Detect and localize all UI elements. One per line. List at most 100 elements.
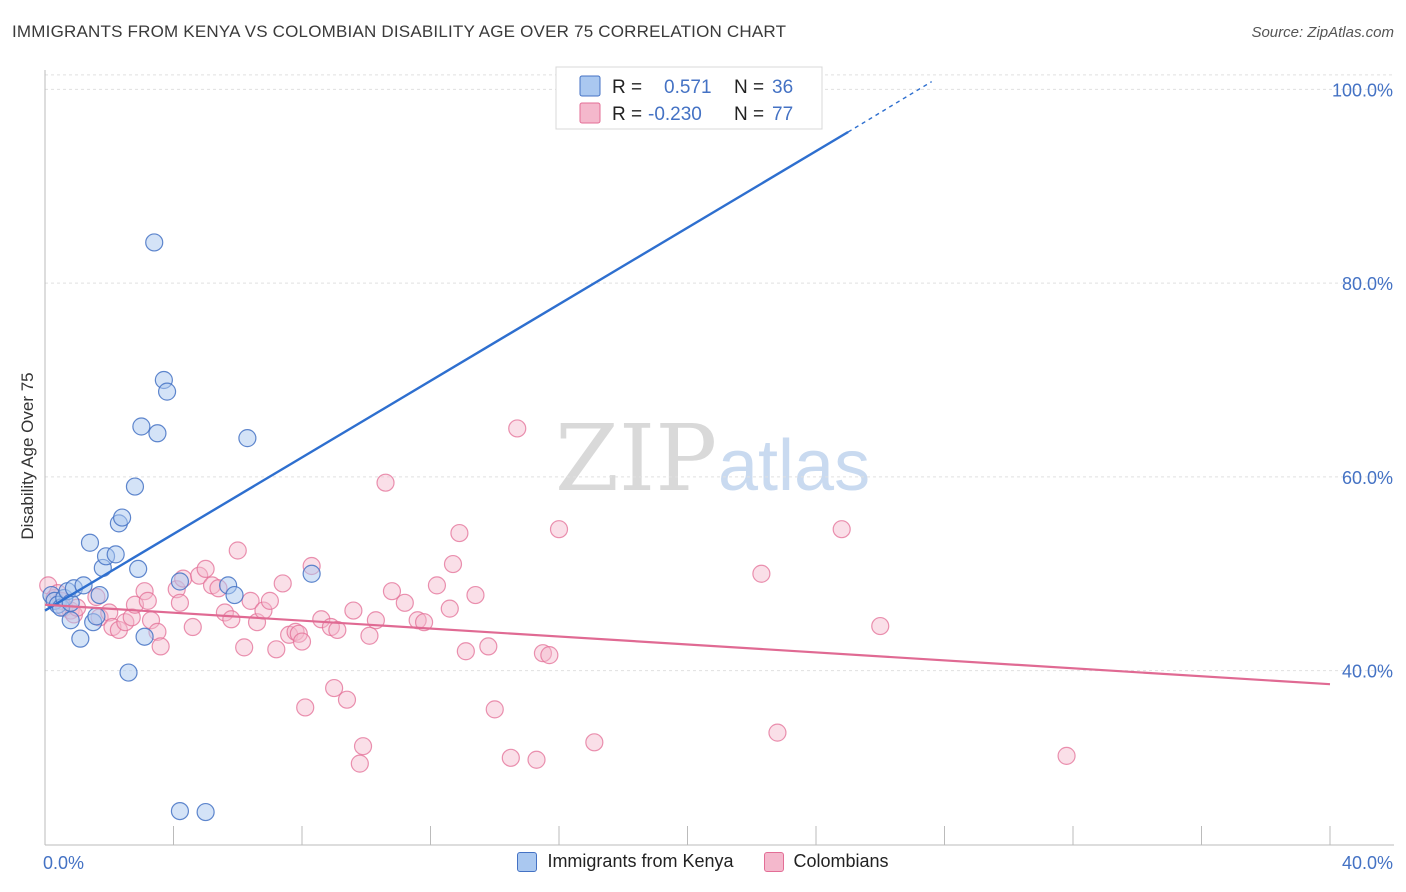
colombians-point — [585, 733, 604, 752]
colombians-point — [235, 638, 254, 657]
kenya-point — [148, 424, 167, 443]
legend-colombia-r-value: -0.230 — [648, 104, 702, 125]
x-tick-label: 0.0% — [43, 853, 84, 873]
legend-colombia-r-label: R = — [612, 104, 642, 125]
kenya-trend-line — [44, 130, 849, 612]
colombians-point — [479, 637, 498, 656]
bottom-legend-kenya: Immigrants from Kenya — [517, 851, 734, 872]
colombians-point — [549, 520, 569, 539]
colombians-point — [286, 622, 305, 641]
colombians-point — [466, 585, 485, 605]
kenya-point — [170, 801, 190, 821]
kenya-point — [238, 429, 257, 448]
y-tick-label: 40.0% — [1342, 662, 1393, 682]
colombians-point — [768, 723, 787, 742]
axes — [44, 70, 1394, 846]
bottom-legend-kenya-label: Immigrants from Kenya — [547, 851, 734, 871]
bottom-legend-colombia-swatch — [763, 851, 784, 872]
kenya-point — [225, 585, 244, 605]
kenya-point — [125, 477, 145, 496]
colombians-point — [312, 610, 331, 629]
legend: R = 0.571 N = 36 R = -0.230 N = 77 — [555, 66, 823, 130]
colombians-point — [241, 591, 260, 610]
kenya-point — [112, 508, 132, 527]
colombians-point — [527, 750, 546, 769]
legend-colombia-n-value: 77 — [772, 104, 793, 125]
tick-labels: 40.0% 60.0% 80.0% 100.0% 0.0% 40.0% — [43, 80, 1393, 873]
colombians-point — [382, 582, 402, 601]
y-tick-label: 80.0% — [1342, 274, 1393, 294]
legend-kenya-r-value: 0.571 — [664, 77, 712, 98]
legend-kenya-swatch — [579, 75, 601, 97]
colombians-point — [292, 632, 312, 651]
kenya-point — [196, 802, 215, 822]
colombians-point — [395, 593, 414, 612]
kenya-point — [106, 545, 125, 564]
y-tick-label: 100.0% — [1332, 80, 1393, 100]
colombians-point — [135, 582, 154, 601]
kenya-point — [135, 627, 154, 646]
colombians-point — [485, 700, 504, 719]
colombians-point — [296, 698, 315, 717]
bottom-legend-kenya-swatch — [517, 851, 538, 872]
colombians-point — [450, 523, 469, 543]
trend-lines — [44, 81, 1331, 686]
source-label: Source: ZipAtlas.com — [1251, 24, 1394, 41]
bottom-legend-colombia: Colombians — [763, 851, 889, 872]
colombians-point — [440, 599, 459, 618]
colombians-point — [501, 748, 520, 767]
colombians-point — [871, 616, 890, 636]
colombians-point — [456, 642, 475, 661]
kenya-point — [132, 417, 151, 436]
y-tick-label: 60.0% — [1342, 468, 1393, 488]
legend-colombia-n-label: N = — [734, 104, 764, 125]
colombians-point — [222, 610, 241, 629]
legend-colombia-swatch — [579, 102, 601, 124]
kenya-point — [71, 629, 90, 648]
colombians-point — [228, 541, 247, 560]
colombians-point — [414, 613, 434, 632]
bottom-legend-colombia-label: Colombians — [793, 851, 889, 871]
colombians-point — [151, 637, 170, 656]
colombians-point — [344, 601, 363, 620]
colombians-point — [1057, 746, 1076, 765]
colombians-point — [752, 564, 771, 583]
y-axis-title: Disability Age Over 75 — [18, 372, 37, 539]
kenya-point — [145, 233, 164, 252]
legend-kenya-n-value: 36 — [772, 77, 793, 98]
colombians-point — [260, 591, 279, 610]
gridlines — [45, 74, 1394, 672]
colombians-point — [190, 566, 209, 585]
colombians-point — [353, 737, 373, 756]
colombians-point — [325, 678, 344, 698]
kenya-point — [119, 663, 138, 682]
x-tick-label: 40.0% — [1342, 853, 1393, 873]
kenya-point — [129, 559, 148, 579]
chart-title: IMMIGRANTS FROM KENYA VS COLOMBIAN DISAB… — [12, 22, 787, 41]
bottom-legend: Immigrants from Kenya Colombians — [0, 851, 1406, 872]
colombians-point — [376, 473, 395, 492]
kenya-point — [90, 585, 109, 605]
colombians-point — [443, 554, 463, 574]
watermark-atlas: atlas — [718, 426, 870, 506]
colombians-point — [273, 574, 292, 593]
colombians-point — [328, 620, 347, 640]
colombians-point — [832, 520, 851, 539]
legend-kenya-r-label: R = — [612, 77, 642, 98]
colombia-trend-line — [44, 603, 1331, 686]
watermark-zip: ZIP — [555, 405, 717, 512]
kenya-point — [170, 572, 190, 591]
colombians-point — [183, 617, 202, 637]
kenya-point — [302, 564, 321, 583]
colombians-point — [267, 640, 286, 659]
kenya-trend-extension — [847, 81, 933, 133]
kenya-point — [87, 607, 106, 626]
colombians-point — [508, 419, 527, 438]
colombians-point — [350, 754, 369, 773]
colombians-point — [196, 559, 215, 579]
kenya-point — [80, 533, 100, 552]
colombians-point — [540, 646, 559, 665]
colombians-point — [360, 626, 379, 645]
kenya-point — [157, 382, 177, 401]
